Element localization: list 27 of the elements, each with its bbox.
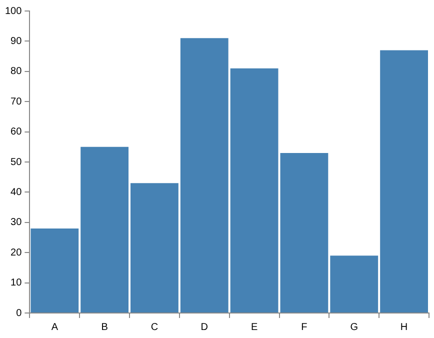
y-tick-label: 30 [10, 217, 22, 228]
bar [280, 152, 328, 312]
y-tick-label: 50 [10, 156, 22, 168]
x-tick-label: A [51, 322, 58, 333]
y-tick-label: 20 [10, 247, 22, 258]
y-tick-label: 40 [10, 186, 22, 198]
bar [30, 228, 79, 312]
y-tick-label: 10 [10, 278, 22, 289]
x-tick-label: B [101, 322, 108, 333]
x-tick-label: G [350, 322, 358, 333]
x-tick-label: C [150, 322, 158, 333]
x-tick-label: D [200, 322, 208, 333]
y-tick-label: 0 [16, 308, 22, 319]
y-tick-label: 60 [10, 126, 22, 138]
y-tick-label: 100 [4, 6, 22, 17]
bar [130, 183, 178, 312]
bar [230, 68, 278, 312]
x-tick-label: E [250, 322, 258, 333]
bar [80, 146, 129, 312]
x-tick-label: H [400, 322, 408, 333]
y-tick-label: 80 [10, 66, 22, 78]
bar [330, 256, 378, 312]
bar [180, 38, 228, 312]
y-tick-label: 90 [10, 36, 22, 47]
y-tick-label: 70 [10, 96, 22, 108]
x-tick-label: F [301, 322, 308, 333]
bar [380, 50, 428, 312]
